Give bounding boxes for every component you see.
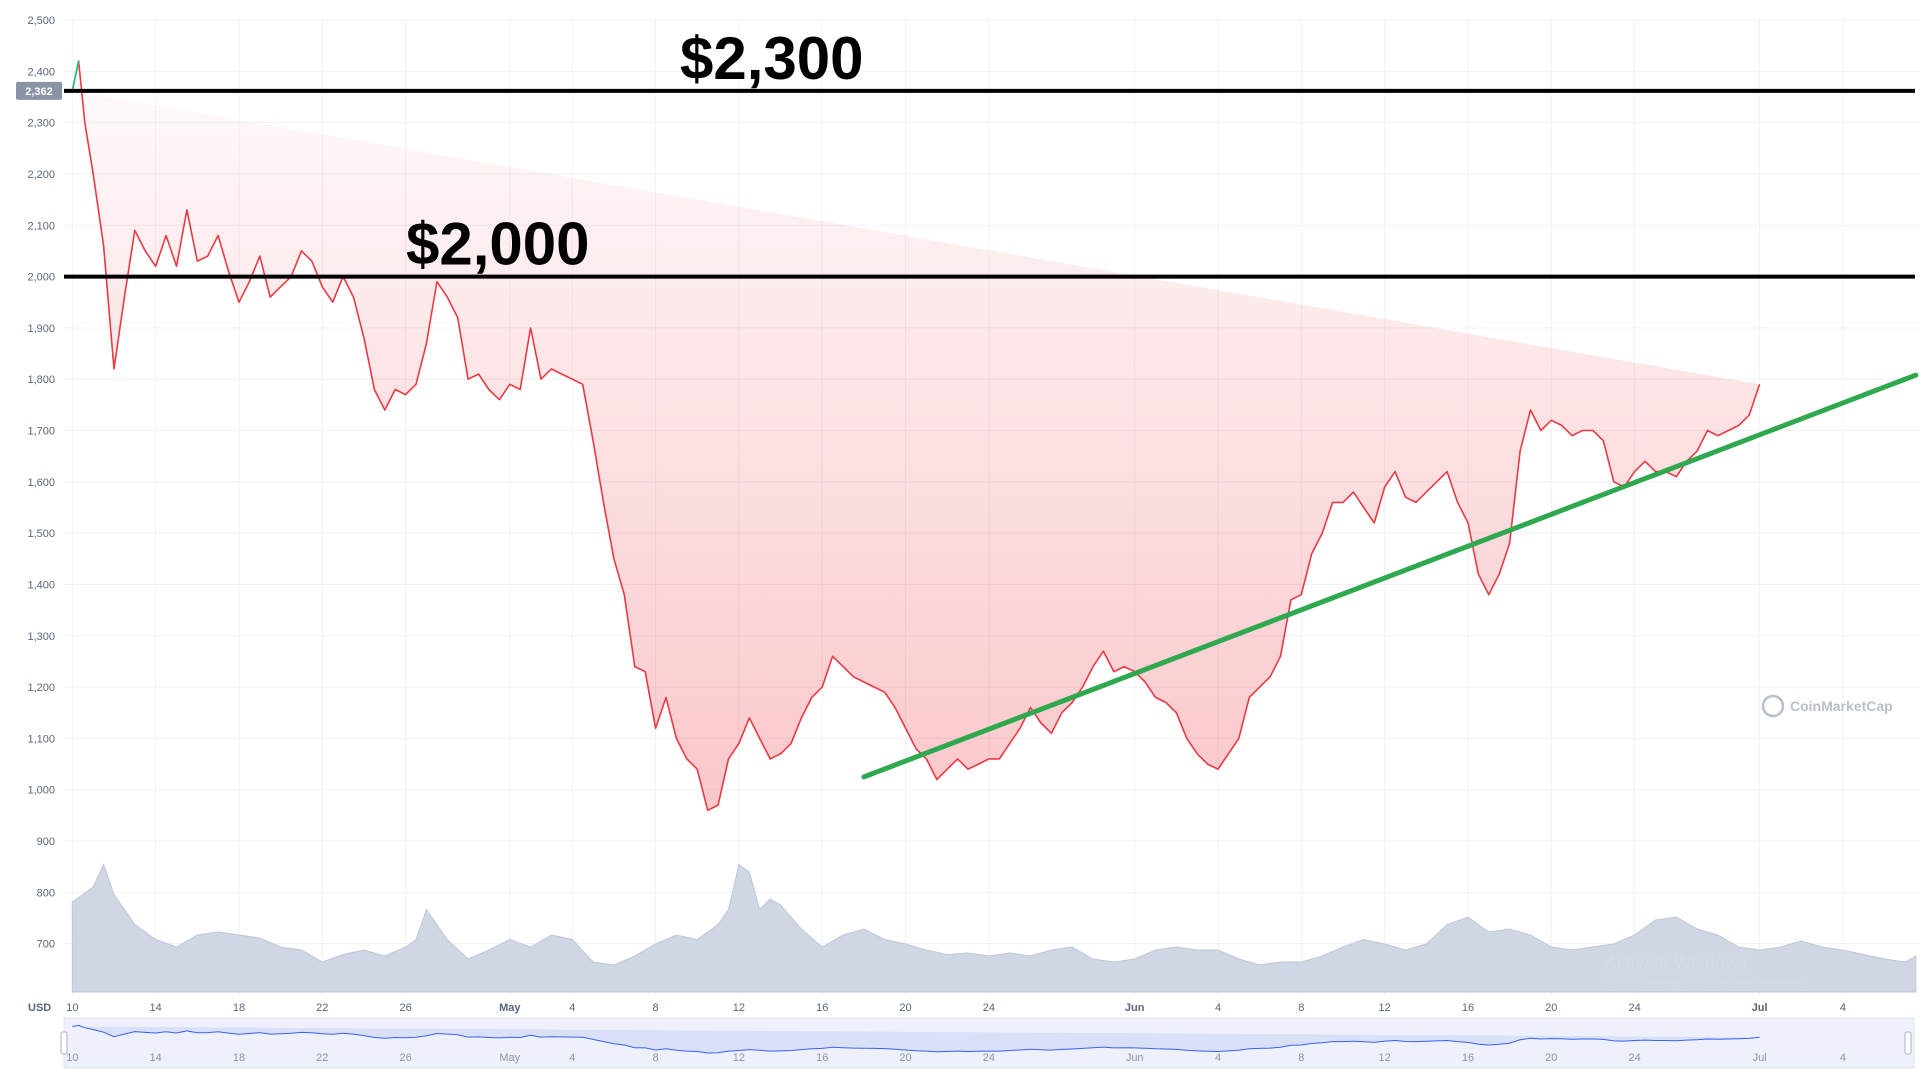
- level-label-0: $2,300: [680, 25, 864, 92]
- range-navigator[interactable]: 10 14 18 22 26 May 4 8 12 16 20 24 Jun 4 8 12 16 20 24 Jul 4: [60, 1017, 1915, 1069]
- activate-windows-title: Activate Windows: [1605, 953, 1747, 973]
- x-tick-label-15: 12: [1379, 1002, 1391, 1014]
- x-tick-label-20: 4: [1840, 1002, 1846, 1014]
- x-tick-label-10: 20: [899, 1002, 911, 1014]
- price-line: [71, 60, 1761, 812]
- y-tick-label-2100: 2,100: [27, 220, 55, 232]
- navigator-tick-6: 4: [569, 1052, 575, 1064]
- trendline: [861, 372, 1919, 780]
- navigator-right-handle[interactable]: [1904, 1031, 1912, 1055]
- currency-label: USD: [28, 1002, 51, 1014]
- y-tick-label-900: 900: [37, 836, 55, 848]
- price-line-group: [71, 60, 1761, 812]
- y-tick-label-2400: 2,400: [27, 66, 55, 78]
- x-tick-label-18: 24: [1628, 1002, 1640, 1014]
- y-axis: 2,500 2,400 2,300 2,200 2,100 2,000 1,900 1,800…: [27, 15, 55, 951]
- x-tick-label-9: 16: [816, 1002, 828, 1014]
- navigator-tick-7: 8: [653, 1052, 659, 1064]
- current-price-tag: [16, 81, 62, 100]
- navigator-tick-19: Jul: [1753, 1052, 1767, 1064]
- price-area: [72, 61, 1760, 811]
- y-tick-label-2000: 2,000: [27, 272, 55, 284]
- navigator-tick-2: 18: [233, 1052, 245, 1064]
- navigator-tick-18: 24: [1628, 1052, 1640, 1064]
- navigator-tick-11: 24: [983, 1052, 995, 1064]
- x-tick-label-3: 22: [316, 1002, 328, 1014]
- coinmarketcap-logo-icon: [1761, 694, 1785, 718]
- current-price-label: 2,362: [25, 86, 53, 98]
- trendline-group: [861, 372, 1919, 780]
- navigator-tick-15: 12: [1379, 1052, 1391, 1064]
- x-tick-label-7: 8: [653, 1002, 659, 1014]
- x-tick-label-8: 12: [733, 1002, 745, 1014]
- coinmarketcap-watermark: CoinMarketCap: [1761, 694, 1893, 718]
- y-tick-label-2200: 2,200: [27, 169, 55, 181]
- x-axis: USD 10 14 18 22 26 May 4 8 12 16 20 24 Jun 4 8 12 16 20 24 J…: [28, 1002, 1846, 1014]
- y-tick-label-1700: 1,700: [27, 426, 55, 438]
- y-tick-label-700: 700: [37, 939, 55, 951]
- y-tick-label-1800: 1,800: [27, 374, 55, 386]
- navigator-tick-5: May: [499, 1052, 520, 1064]
- x-tick-label-13: 4: [1215, 1002, 1221, 1014]
- x-tick-label-0: 10: [66, 1002, 78, 1014]
- volume-area: [71, 863, 1917, 993]
- navigator-tick-12: Jun: [1126, 1052, 1144, 1064]
- y-tick-label-2500: 2,500: [27, 15, 55, 27]
- activate-windows-subtitle: Go to Settings to activate Windows.: [1605, 976, 1810, 991]
- navigator-line: [72, 1024, 1760, 1054]
- navigator-tick-20: 4: [1840, 1052, 1846, 1064]
- y-tick-label-1900: 1,900: [27, 323, 55, 335]
- volume-area-path: [71, 863, 1917, 993]
- x-tick-label-1: 14: [150, 1002, 162, 1014]
- x-tick-label-5: May: [499, 1002, 521, 1014]
- y-tick-label-1000: 1,000: [27, 785, 55, 797]
- navigator-tick-8: 12: [733, 1052, 745, 1064]
- y-tick-label-1300: 1,300: [27, 631, 55, 643]
- x-tick-label-11: 24: [983, 1002, 995, 1014]
- navigator-tick-17: 20: [1545, 1052, 1557, 1064]
- navigator-tick-13: 4: [1215, 1052, 1221, 1064]
- y-tick-label-1600: 1,600: [27, 477, 55, 489]
- navigator-tick-4: 26: [399, 1052, 411, 1064]
- navigator-tick-1: 14: [150, 1052, 162, 1064]
- x-tick-label-6: 4: [569, 1002, 575, 1014]
- x-tick-label-14: 8: [1298, 1002, 1304, 1014]
- price-area-fill: [72, 61, 1760, 811]
- price-line-up-segment: [71, 60, 80, 91]
- y-tick-label-1500: 1,500: [27, 528, 55, 540]
- watermarks: CoinMarketCap Activate Windows Go to Set…: [1605, 694, 1893, 991]
- y-tick-label-1400: 1,400: [27, 579, 55, 591]
- x-tick-label-19: Jul: [1752, 1002, 1768, 1014]
- level-label-1: $2,000: [406, 211, 590, 278]
- navigator-tick-0: 10: [66, 1052, 78, 1064]
- y-tick-label-1200: 1,200: [27, 682, 55, 694]
- navigator-tick-3: 22: [316, 1052, 328, 1064]
- x-tick-label-17: 20: [1545, 1002, 1557, 1014]
- x-tick-label-12: Jun: [1125, 1002, 1145, 1014]
- x-tick-label-2: 18: [233, 1002, 245, 1014]
- x-tick-label-16: 16: [1462, 1002, 1474, 1014]
- y-tick-label-1100: 1,100: [27, 733, 55, 745]
- navigator-area: [72, 1025, 1760, 1053]
- navigator-left-handle[interactable]: [60, 1031, 68, 1055]
- navigator-tick-9: 16: [816, 1052, 828, 1064]
- navigator-tick-14: 8: [1298, 1052, 1304, 1064]
- navigator-tick-16: 16: [1462, 1052, 1474, 1064]
- annotation-group: $2,300 $2,000 2,362: [16, 25, 1915, 279]
- navigator-tick-10: 20: [899, 1052, 911, 1064]
- y-tick-label-2300: 2,300: [27, 118, 55, 130]
- coinmarketcap-label: CoinMarketCap: [1790, 698, 1893, 714]
- x-tick-label-4: 26: [399, 1002, 411, 1014]
- y-tick-label-800: 800: [37, 887, 55, 899]
